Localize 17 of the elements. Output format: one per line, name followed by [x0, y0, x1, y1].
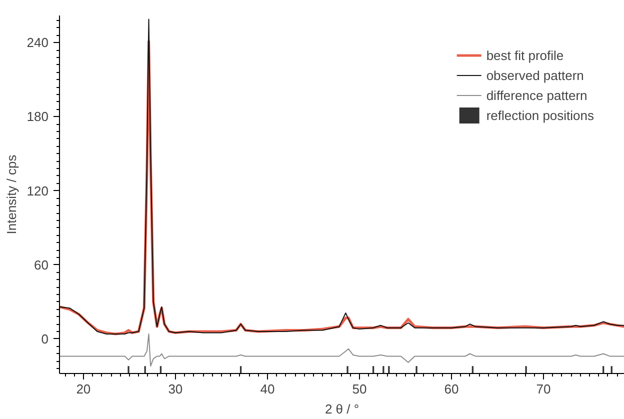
x-tick-label: 60 [444, 382, 459, 396]
legend-label: observed pattern [486, 68, 584, 82]
x-tick-label: 30 [168, 382, 183, 396]
y-tick-label: 180 [26, 109, 49, 124]
x-axis-title: 2 θ / ° [324, 402, 360, 416]
legend-label: reflection positions [486, 108, 594, 122]
x-tick-label: 70 [536, 382, 551, 396]
legend-label: difference pattern [486, 88, 588, 102]
x-tick-label: 20 [76, 382, 91, 396]
y-axis-title: Intensity / cps [4, 154, 19, 234]
legend-label: best fit profile [486, 48, 564, 62]
y-tick-label: 120 [26, 183, 49, 198]
y-tick-label: 60 [34, 257, 49, 272]
y-tick-label: 240 [26, 35, 49, 50]
x-tick-label: 50 [352, 382, 367, 396]
y-tick-label: 0 [41, 331, 49, 346]
x-tick-label: 40 [260, 382, 275, 396]
